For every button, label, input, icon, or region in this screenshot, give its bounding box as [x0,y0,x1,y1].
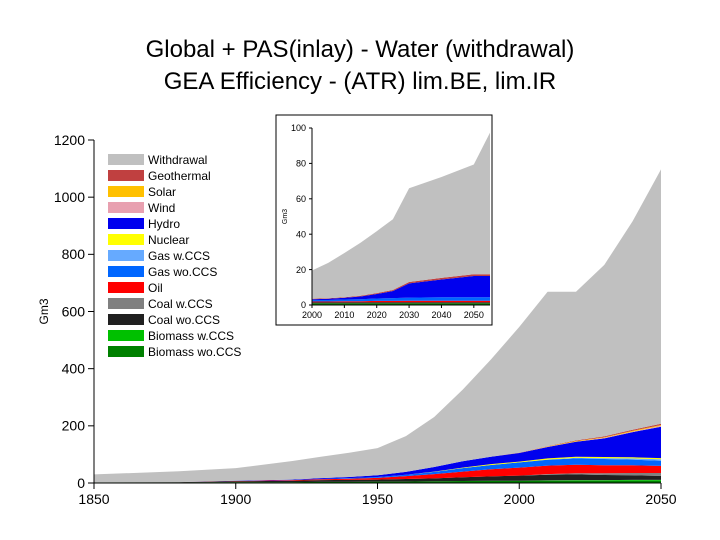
inlay-y-tick-label: 20 [296,265,306,275]
inlay-y-tick-label: 60 [296,194,306,204]
main-area-hydro [94,426,661,483]
inlay-y-tick-label: 0 [301,300,306,310]
main-area-coal-wo-ccs [94,474,661,483]
main-y-tick-label: 1200 [54,132,85,148]
main-x-tick-label: 2050 [645,491,676,507]
inlay-x-tick-label: 2000 [302,310,322,320]
main-y-tick-label: 600 [62,303,86,319]
inlay-y-tick-label: 40 [296,229,306,239]
chart-title-line2: GEA Efficiency - (ATR) lim.BE, lim.IR [163,68,557,95]
inlay-area-gas-wo-ccs [312,297,490,302]
inlay-y-axis-label: Gm3 [282,209,289,224]
legend-label-nuclear: Nuclear [148,233,189,247]
main-area-biomass-w-ccs [94,479,661,483]
main-y-tick-label: 1000 [54,189,85,205]
legend-label-oil: Oil [148,281,163,295]
inlay-x-tick-label: 2030 [399,310,419,320]
inlay-x-tick-label: 2040 [431,310,451,320]
main-area-withdrawal [94,169,661,483]
legend-label-wind: Wind [148,201,175,215]
inlay-x-tick-label: 2020 [367,310,387,320]
legend-swatch-biomass-w-ccs [108,330,144,341]
main-y-tick-label: 800 [62,246,86,262]
inlay-y-tick-label: 100 [291,123,306,133]
main-x-tick-label: 1900 [220,491,251,507]
main-area-coal-w-ccs [94,473,661,483]
main-area-gas-wo-ccs [94,458,661,483]
main-x-tick-label: 1950 [362,491,393,507]
legend-label-gas-w-ccs: Gas w.CCS [148,249,210,263]
main-x-tick-label: 2000 [504,491,535,507]
main-area-oil [94,464,661,483]
legend-swatch-coal-wo-ccs [108,314,144,325]
legend-label-geothermal: Geothermal [148,169,211,183]
inlay-x-tick-label: 2050 [464,310,484,320]
main-x-tick-label: 1850 [78,491,109,507]
main-y-tick-label: 400 [62,361,86,377]
legend-swatch-oil [108,282,144,293]
legend-swatch-nuclear [108,234,144,245]
legend-swatch-hydro [108,218,144,229]
legend-label-biomass-wo-ccs: Biomass wo.CCS [148,345,241,359]
inlay-area-hydro [312,276,490,300]
legend-swatch-withdrawal [108,154,144,165]
chart-title-line1: Global + PAS(inlay) - Water (withdrawal) [145,36,575,63]
legend-swatch-geothermal [108,170,144,181]
legend-label-withdrawal: Withdrawal [148,153,207,167]
legend-label-solar: Solar [148,185,176,199]
legend-label-biomass-w-ccs: Biomass w.CCS [148,329,234,343]
legend-swatch-wind [108,202,144,213]
legend-swatch-gas-wo-ccs [108,266,144,277]
legend-label-hydro: Hydro [148,217,180,231]
legend-label-gas-wo-ccs: Gas wo.CCS [148,265,217,279]
inlay-x-tick-label: 2010 [334,310,354,320]
legend-swatch-coal-w-ccs [108,298,144,309]
main-y-tick-label: 0 [77,475,85,491]
legend-label-coal-wo-ccs: Coal wo.CCS [148,313,220,327]
main-y-tick-label: 200 [62,418,86,434]
inlay-area-coal-wo-ccs [312,302,490,304]
main-y-axis-label: Gm3 [37,298,51,324]
inlay-y-tick-label: 80 [296,159,306,169]
legend-swatch-biomass-wo-ccs [108,346,144,357]
legend-swatch-gas-w-ccs [108,250,144,261]
legend-swatch-solar [108,186,144,197]
legend-label-coal-w-ccs: Coal w.CCS [148,297,213,311]
main-area-biomass-wo-ccs [94,480,661,483]
inlay-area-geothermal [312,274,490,300]
inlay-area-withdrawal [312,132,490,299]
inlay-area-oil [312,300,490,303]
legend: Withdrawal Geothermal Solar Wind Hydro Nuclea… [105,150,250,362]
